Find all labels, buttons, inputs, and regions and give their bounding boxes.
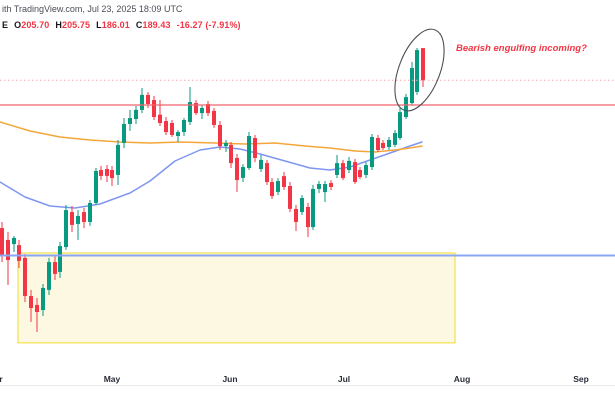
candle-up [311,188,315,228]
candle-up [410,68,414,104]
candle-up [47,262,51,290]
candle-down [376,137,380,151]
candle-down [381,142,385,149]
candle-up [122,123,126,143]
candle-down [341,163,345,179]
candle-down [146,94,150,105]
candle-up [88,202,92,222]
open-value: O205.70 [14,20,50,30]
candle-up [387,139,391,148]
candle-down [229,144,233,164]
candle-down [158,114,162,123]
candle-down [53,262,57,274]
candle-up [58,246,62,272]
candle-down [164,120,168,133]
candle-up [94,170,98,203]
candle-up [128,118,132,124]
candle-up [188,102,192,122]
candle-up [176,132,180,137]
candle-up [276,181,280,192]
candle-up [200,107,204,114]
high-value: H205.75 [55,20,91,30]
candle-down [99,169,103,176]
ma-orange-line [0,121,423,153]
candle-down [23,257,27,297]
candle-up [404,97,408,118]
candle-down [212,110,216,125]
ellipse-annotation[interactable] [385,23,454,118]
candle-down [194,103,198,114]
candle-up [415,50,419,92]
candle-down [35,304,39,313]
candle-up [182,120,186,133]
change-value: -16.27 (-7.91%) [176,20,241,30]
text-annotation[interactable]: Bearish engulfing incoming? [456,43,587,54]
candle-up [398,112,402,138]
candle-down [218,124,222,147]
close-value: C189.43 [135,20,171,30]
candle-down [270,182,274,197]
candle-up [300,198,304,213]
candle-down [29,296,33,309]
candle-down [110,169,114,179]
low-value: L186.01 [96,20,130,30]
candle-down [6,239,10,261]
candle-down [17,245,21,261]
candle-down [329,183,333,187]
ohlc-legend: E O205.70 H205.75 L186.01 C189.43 -16.27 (-7.… [2,20,241,30]
candle-down [170,122,174,136]
price-zone-rect[interactable] [17,252,456,344]
candle-up [140,94,144,110]
candle-up [364,165,368,175]
symbol-fragment: E [2,20,9,30]
candle-up [41,287,45,311]
candle-up [323,184,327,193]
candle-down [235,157,239,181]
candle-up [224,142,228,147]
candle-up [134,109,138,120]
attribution-text: ith TradingView.com, Jul 23, 2025 18:09 … [2,4,183,14]
candle-up [393,133,397,145]
candle-down [152,100,156,118]
candle-up [317,184,321,189]
candle-up [335,163,339,175]
candle-down [105,169,109,176]
candle-up [247,136,251,169]
candle-down [353,162,357,183]
candle-up [241,167,245,178]
candle-down [282,176,286,187]
candle-up [116,144,120,175]
candle-up [259,159,263,170]
candle-down [306,206,310,228]
candle-down [70,212,74,225]
candle-down [358,169,362,178]
candle-up [64,210,68,248]
candle-down [294,208,298,222]
candle-down [0,228,4,256]
candle-up [76,216,80,224]
candle-down [421,48,425,81]
candle-down [206,104,210,114]
candle-down [82,212,86,222]
candle-down [288,185,292,209]
candle-down [253,137,257,158]
candle-up [370,137,374,168]
candle-up [12,237,16,245]
candle-down [265,163,269,183]
candle-up [347,160,351,170]
